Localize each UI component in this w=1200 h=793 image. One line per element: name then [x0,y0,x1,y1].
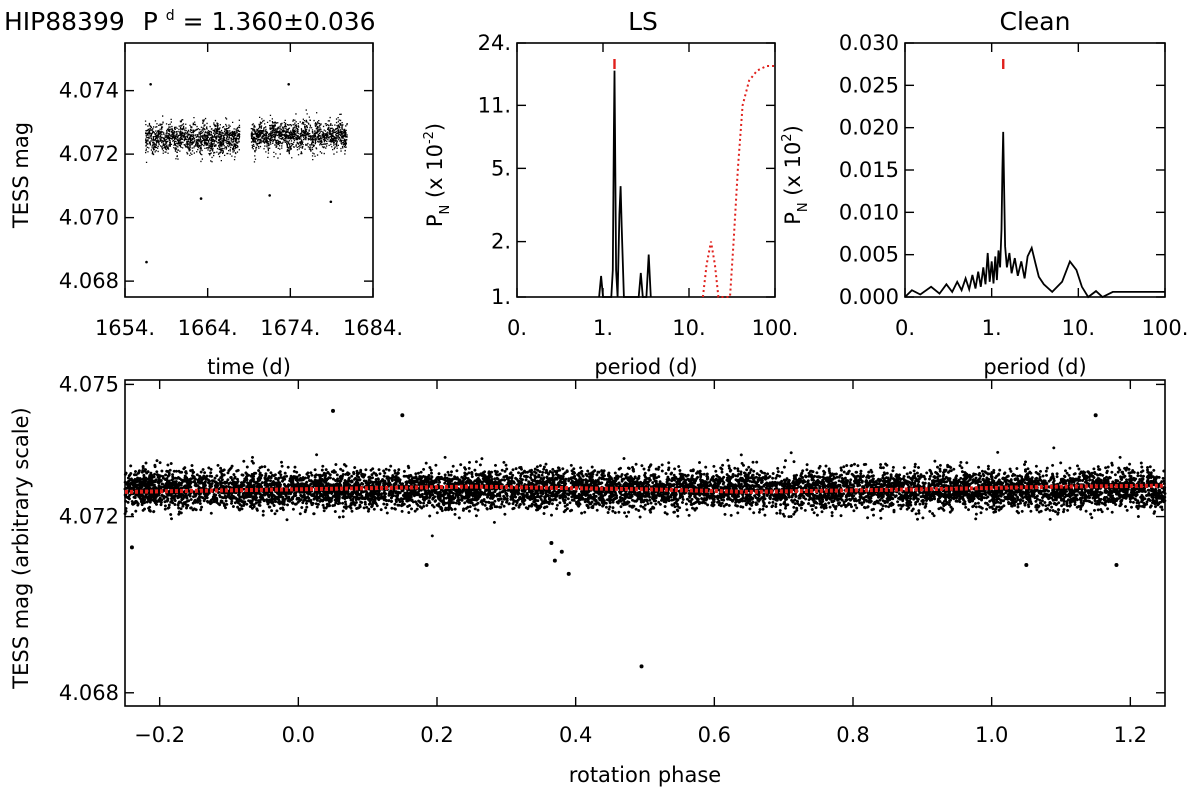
ls-ytick-label: 2. [491,230,511,254]
ls-xtick-label: 1. [593,316,613,340]
phased-outlier [549,541,554,545]
phased-xtick-label: 1.2 [1114,723,1147,747]
lightcurve-xtick-label: 1684. [343,316,403,340]
phased-xtick-label: −0.2 [134,723,185,747]
phased-xtick-label: 0.2 [420,723,453,747]
ls-ylabel-sub: N [438,205,453,215]
lightcurve-xlabel: time (d) [207,355,291,379]
ls-ytick-label: 24. [478,31,511,55]
clean-ylabel-exp: 2 [780,133,795,141]
phased-outlier [424,563,429,568]
clean-ylabel: PN (x 102) [780,125,811,225]
phased-xtick-label: 1.0 [975,723,1008,747]
lightcurve-panel: 1654. 1664. 1674. 1684. 4.068 4.070 4.072 4.074 [59,42,403,340]
phased-ytick-label: 4.068 [59,681,119,705]
ls-ytick-label: 11. [478,93,511,117]
lightcurve-ytick-label: 4.070 [59,206,119,230]
clean-power-line [904,131,1165,299]
phased-frame [124,379,1166,707]
phased-outlier [129,545,134,550]
lightcurve-outlier [149,82,152,86]
clean-ytick-label: 0.025 [839,73,899,97]
lightcurve-ytick-label: 4.068 [59,269,119,293]
phased-lightcurve-panel: −0.2 0.0 0.2 0.4 0.6 0.8 1.0 1.2 4.068 4.072 4.075 [59,372,1167,747]
phased-ytick-label: 4.075 [59,372,119,396]
phased-outlier [1093,413,1098,418]
clean-ytick-label: 0.000 [839,285,899,309]
lightcurve-xtick-label: 1654. [95,316,155,340]
main-title: HIP88399 P d = 1.360±0.036 [4,0,376,36]
clean-title: Clean [1000,7,1071,36]
clean-ylabel-close: ) [781,125,805,133]
title-period-value: = 1.360±0.036 [183,7,376,36]
ls-title: LS [628,7,658,36]
ls-window-line [701,65,775,298]
phased-ylabel: TESS mag (arbitrary scale) [9,407,33,689]
phased-outlier [559,549,564,554]
phased-xtick-label: 0.8 [836,723,869,747]
clean-ylabel-unit: (x 10 [781,142,805,203]
phased-ytick-label: 4.072 [59,505,119,529]
phased-xlabel: rotation phase [569,763,721,787]
phased-xtick-label: 0.6 [698,723,731,747]
clean-ytick-label: 0.020 [839,116,899,140]
phased-outlier [1114,563,1119,568]
ls-ylabel-exp: -2 [422,131,437,144]
clean-xtick-label: 0. [895,316,915,340]
clean-xtick-label: 100. [1142,316,1189,340]
lightcurve-outlier [287,82,290,86]
ls-ylabel: PN (x 10-2) [422,123,453,227]
ls-ylabel-unit: (x 10 [423,144,447,205]
lightcurve-outlier [199,197,203,200]
phased-outlier [1024,563,1029,568]
phased-outlier [639,664,644,669]
title-period-label: P [143,7,158,36]
title-star: HIP88399 [4,7,125,36]
lightcurve-ylabel: TESS mag [9,122,33,229]
clean-ytick-label: 0.005 [839,243,899,267]
clean-ytick-label: 0.015 [839,158,899,182]
phased-xtick-label: 0.0 [282,723,315,747]
ls-frame [516,42,776,298]
phased-points [123,446,1167,538]
clean-ylabel-main: P [781,212,805,225]
lightcurve-ytick-label: 4.074 [59,79,119,103]
ls-xlabel: period (d) [594,355,697,379]
lightcurve-xtick-label: 1674. [260,316,320,340]
phased-xtick-label: 0.4 [559,723,592,747]
phased-outlier [400,413,405,418]
ls-xtick-label: 10. [672,316,705,340]
ls-periodogram-panel: 0. 1. 10. 100. 24. 11. 5. 2. 1. [478,31,799,340]
phased-outlier [552,558,557,563]
phased-outlier [566,571,571,576]
ls-power-line [598,70,652,298]
clean-xlabel: period (d) [983,355,1086,379]
ls-ylabel-close: ) [423,123,447,131]
clean-ytick-label: 0.010 [839,200,899,224]
lightcurve-frame [124,42,374,298]
title-period-sup: d [166,8,175,24]
ls-ytick-label: 5. [491,156,511,180]
lightcurve-ytick-label: 4.072 [59,142,119,166]
clean-xtick-label: 1. [982,316,1002,340]
lightcurve-outlier [329,200,333,204]
lightcurve-outlier [145,260,148,264]
ls-ylabel-main: P [423,214,447,227]
clean-periodogram-panel: 0. 1. 10. 100. 0.030 0.025 0.020 0.015 0.010 0.00… [839,31,1189,340]
lightcurve-xtick-label: 1664. [178,316,238,340]
phased-fit-line [124,483,1166,494]
ls-xtick-label: 100. [752,316,799,340]
clean-xtick-label: 10. [1062,316,1095,340]
phased-outlier [331,408,335,413]
clean-ytick-label: 0.030 [839,31,899,55]
clean-ylabel-sub: N [796,202,811,212]
lightcurve-outlier [268,194,271,197]
ls-ytick-label: 1. [491,285,511,309]
ls-xtick-label: 0. [507,316,527,340]
lightcurve-points [144,109,348,163]
